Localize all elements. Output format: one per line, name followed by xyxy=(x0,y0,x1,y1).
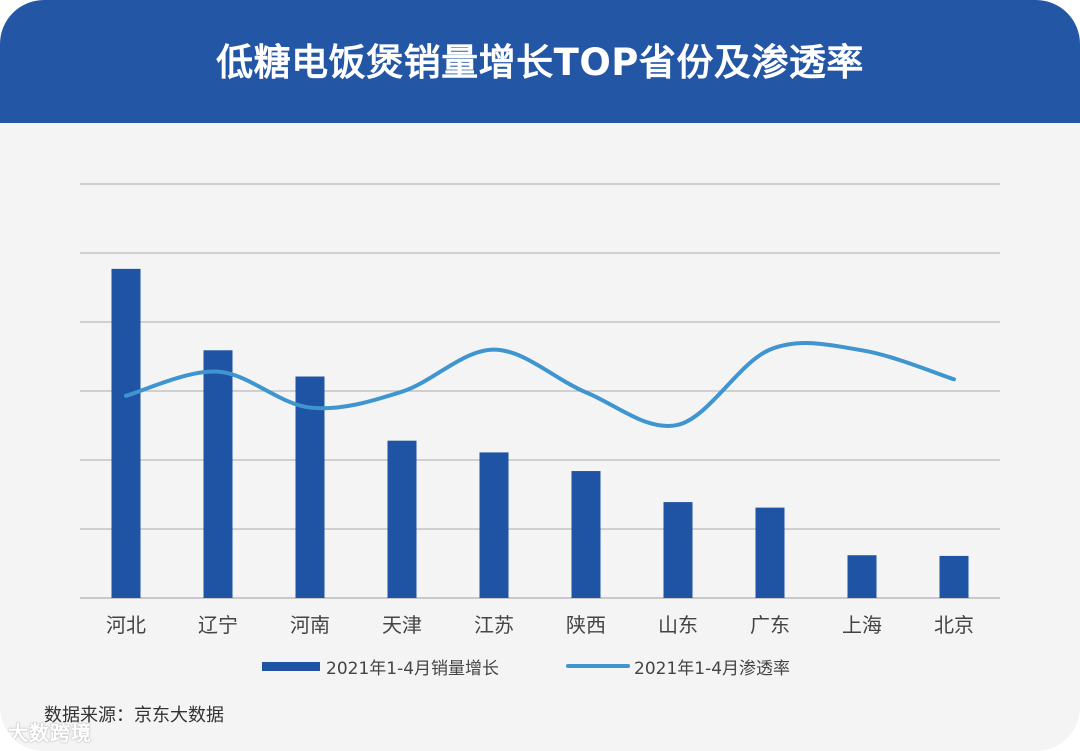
x-tick-label: 北京 xyxy=(934,613,974,637)
data-source: 数据来源：京东大数据 xyxy=(44,705,224,726)
gridlines xyxy=(80,183,1000,599)
legend-bar-swatch xyxy=(262,662,320,671)
bar-北京 xyxy=(939,555,969,598)
x-tick-label: 辽宁 xyxy=(198,613,238,637)
line-series xyxy=(124,341,956,428)
x-tick-label: 广东 xyxy=(750,613,790,637)
legend-line-label: 2021年1-4月渗透率 xyxy=(634,659,790,679)
bar-山东 xyxy=(663,502,693,598)
watermark: 大数跨境 xyxy=(8,721,92,745)
bar-江苏 xyxy=(479,452,509,598)
x-tick-label: 天津 xyxy=(382,613,422,637)
x-axis-labels: 河北 辽宁 河南 天津 江苏 陕西 山东 广东 上海 北京 xyxy=(106,613,974,637)
x-tick-label: 河北 xyxy=(106,613,146,637)
x-tick-label: 河南 xyxy=(290,613,330,637)
bar-天津 xyxy=(387,440,417,598)
bar-广东 xyxy=(755,507,785,598)
chart-area: 河北 辽宁 河南 天津 江苏 陕西 山东 广东 上海 北京 2021年1-4月销量增长 2021年… xyxy=(80,183,1000,679)
bar-河南 xyxy=(295,376,325,598)
x-tick-label: 上海 xyxy=(842,613,882,637)
x-tick-label: 陕西 xyxy=(566,613,606,637)
legend: 2021年1-4月销量增长 2021年1-4月渗透率 xyxy=(262,659,790,679)
bar-辽宁 xyxy=(203,350,233,598)
legend-bar-label: 2021年1-4月销量增长 xyxy=(326,659,499,679)
bar-series xyxy=(111,268,969,598)
bar-陕西 xyxy=(571,471,601,598)
x-tick-label: 江苏 xyxy=(474,613,514,637)
x-tick-label: 山东 xyxy=(658,613,698,637)
bar-河北 xyxy=(111,268,141,598)
bar-上海 xyxy=(847,555,877,598)
chart-title: 低糖电饭煲销量增长TOP省份及渗透率 xyxy=(216,40,864,84)
penetration-line xyxy=(124,341,956,428)
title-bar: 低糖电饭煲销量增长TOP省份及渗透率 xyxy=(0,0,1080,123)
